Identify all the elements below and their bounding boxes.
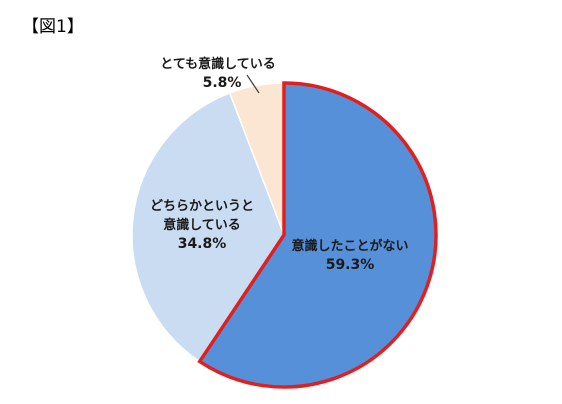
slice-somewhat-conscious (131, 92, 285, 363)
slice-labels: 意識したことがない 59.3% どちらかというと意識している 34.8% とても意識して… (150, 56, 409, 273)
highlight-outline (197, 81, 438, 389)
figure-title: 【図1】 (22, 17, 84, 37)
slice-never-conscious-label: 意識したことがない 59.3% (291, 238, 408, 273)
pie-slices (131, 81, 438, 389)
slice-somewhat-conscious-label: どちらかというと意識している 34.8% (150, 199, 254, 252)
leader-lines (246, 74, 260, 94)
slice-very-conscious-label: とても意識している 5.8% (160, 56, 276, 91)
leader-line (246, 74, 260, 94)
